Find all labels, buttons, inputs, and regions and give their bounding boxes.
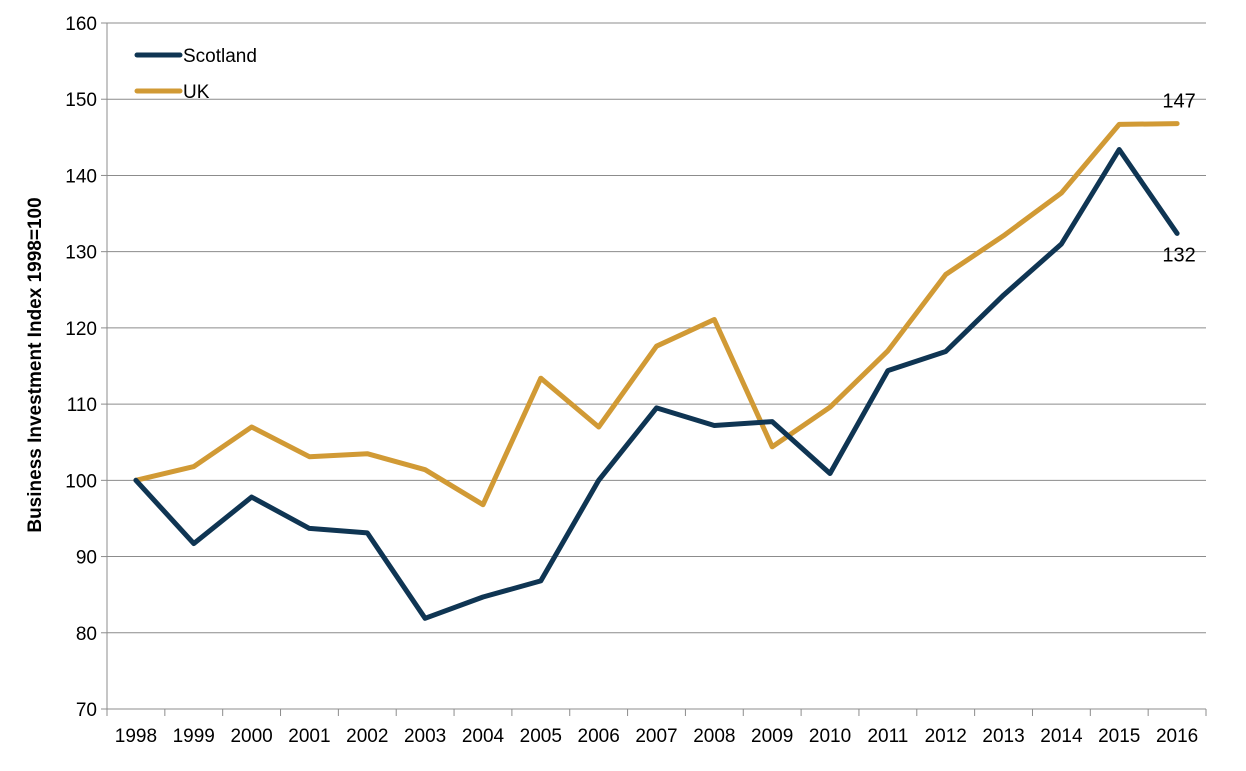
x-tick-label: 2016 xyxy=(1156,726,1198,747)
x-tick-label: 2014 xyxy=(1040,726,1083,747)
series-line-scotland xyxy=(133,147,1180,621)
x-tick-label: 2005 xyxy=(520,726,562,747)
x-tick-label: 2002 xyxy=(346,726,388,747)
axes: 70 80 90 100 110 120 130 140 150 160 1998 1999 2000 2… xyxy=(65,14,1207,747)
legend-label-uk: UK xyxy=(183,82,210,103)
y-tick-label: 120 xyxy=(65,319,97,340)
gridlines xyxy=(107,22,1206,634)
x-tick-label: 2008 xyxy=(693,726,735,747)
x-tick-label: 2009 xyxy=(751,726,793,747)
data-labels: 132 147 xyxy=(1162,91,1195,267)
x-tick-label: 1998 xyxy=(115,726,157,747)
x-tick-label: 2000 xyxy=(230,726,272,747)
legend-label-scotland: Scotland xyxy=(183,46,257,67)
x-tick-label: 2010 xyxy=(809,726,851,747)
x-tick-label: 1999 xyxy=(173,726,215,747)
x-tick-label: 2004 xyxy=(462,726,505,747)
x-tick-label: 2012 xyxy=(925,726,967,747)
end-data-label-uk: 147 xyxy=(1162,91,1195,113)
y-tick-label: 70 xyxy=(76,700,97,721)
y-tick-label: 130 xyxy=(65,243,97,264)
y-tick-label: 150 xyxy=(65,90,97,111)
x-tick-label: 2001 xyxy=(288,726,330,747)
x-tick-label: 2006 xyxy=(578,726,620,747)
legend: Scotland UK xyxy=(134,46,257,103)
y-tick-label: 110 xyxy=(67,395,97,416)
y-tick-label: 140 xyxy=(65,166,97,187)
y-tick-label: 90 xyxy=(76,548,97,569)
x-tick-label: 2015 xyxy=(1098,726,1140,747)
x-tick-label: 2007 xyxy=(635,726,677,747)
x-tick-label: 2003 xyxy=(404,726,446,747)
y-tick-label: 80 xyxy=(76,624,97,645)
series-lines xyxy=(133,121,1180,621)
series-line-uk xyxy=(133,121,1180,508)
y-axis-title: Business Investment Index 1998=100 xyxy=(25,197,46,532)
y-tick-label: 160 xyxy=(65,14,97,35)
x-tick-label: 2013 xyxy=(982,726,1024,747)
end-data-label-scotland: 132 xyxy=(1162,244,1195,266)
y-tick-label: 100 xyxy=(65,471,97,492)
x-tick-label: 2011 xyxy=(867,726,908,747)
